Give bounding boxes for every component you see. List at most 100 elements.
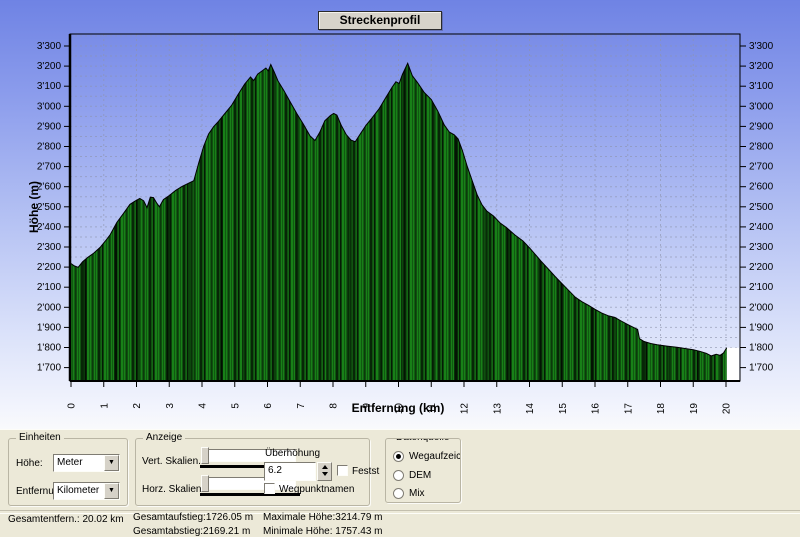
svg-text:3: 3 — [165, 403, 176, 409]
svg-text:2'800: 2'800 — [37, 142, 62, 153]
radio-dem-icon[interactable] — [393, 470, 404, 481]
svg-text:16: 16 — [591, 403, 602, 415]
svg-text:3'300: 3'300 — [749, 41, 774, 52]
horz-slider-rail — [200, 493, 300, 496]
radio-wegaufzeichnung-icon[interactable] — [393, 451, 404, 462]
feststellen-checkbox[interactable] — [337, 465, 348, 476]
svg-text:8: 8 — [329, 403, 340, 409]
entfernung-unit-value: Kilometer — [57, 485, 100, 496]
svg-text:17: 17 — [623, 403, 634, 415]
svg-text:3'100: 3'100 — [37, 81, 62, 92]
ueberhoehung-label: Überhöhung — [265, 448, 321, 459]
svg-text:7: 7 — [296, 403, 307, 409]
anzeige-groupbox: Anzeige Vert. Skalien. Horz. Skalien Übe… — [135, 432, 379, 506]
einheiten-title: Einheiten — [16, 432, 64, 444]
ueberhoehung-value[interactable]: 6.2 — [264, 462, 316, 481]
status-max-elevation: Maximale Höhe:3214.79 m — [263, 512, 383, 523]
svg-text:2'400: 2'400 — [749, 222, 774, 233]
svg-text:2'300: 2'300 — [749, 242, 774, 253]
svg-text:2'100: 2'100 — [37, 282, 62, 293]
svg-text:Höhe (m): Höhe (m) — [27, 181, 41, 233]
radio-mix-icon[interactable] — [393, 488, 404, 499]
svg-text:1'800: 1'800 — [37, 343, 62, 354]
svg-text:1'800: 1'800 — [749, 343, 774, 354]
svg-text:3'100: 3'100 — [749, 81, 774, 92]
status-total-descent: Gesamtabstieg:2169.21 m — [133, 526, 251, 537]
svg-text:0: 0 — [67, 403, 78, 409]
svg-text:4: 4 — [198, 403, 209, 409]
status-total-distance: Gesamtentfern.: 20.02 km — [8, 514, 124, 525]
svg-text:2'900: 2'900 — [749, 121, 774, 132]
hoehe-unit-dropdown-icon[interactable]: ▼ — [104, 455, 119, 471]
entfernung-label: Entfernung: — [16, 486, 68, 497]
svg-text:12: 12 — [460, 403, 471, 415]
horz-slider-thumb[interactable] — [201, 475, 209, 492]
svg-text:2: 2 — [132, 403, 143, 409]
elevation-profile-chart: 1'700 1'700 1'800 1'800 1'900 1'900 2'000 2'000… — [27, 33, 774, 415]
chart-region: 1'700 1'700 1'800 1'800 1'900 1'900 2'000 2'000… — [0, 0, 800, 429]
svg-text:18: 18 — [656, 403, 667, 415]
svg-text:2'500: 2'500 — [749, 202, 774, 213]
radio-mix-label: Mix — [409, 488, 425, 499]
svg-text:14: 14 — [525, 403, 536, 415]
svg-text:1'900: 1'900 — [749, 322, 774, 333]
feststellen-label: Festst — [352, 466, 380, 477]
svg-text:3'000: 3'000 — [37, 101, 62, 112]
wegpunktnamen-label: Wegpunktnamen — [279, 484, 355, 495]
svg-text:1: 1 — [99, 403, 110, 409]
svg-text:2'200: 2'200 — [749, 262, 774, 273]
svg-text:3'000: 3'000 — [749, 101, 774, 112]
horz-skalierung-label: Horz. Skalien — [142, 484, 202, 495]
datenquelle-groupbox: Datenquelle Wegaufzeichnu DEM Mix — [385, 438, 461, 503]
svg-text:2'000: 2'000 — [37, 302, 62, 313]
svg-text:Entfernung (km): Entfernung (km) — [352, 401, 445, 415]
svg-text:1'700: 1'700 — [37, 363, 62, 374]
entfernung-unit-dropdown-icon[interactable]: ▼ — [104, 483, 119, 499]
svg-text:5: 5 — [230, 403, 241, 409]
svg-text:2'600: 2'600 — [749, 182, 774, 193]
svg-text:3'200: 3'200 — [749, 61, 774, 72]
svg-text:20: 20 — [722, 403, 733, 415]
spin-up-icon[interactable] — [321, 465, 328, 469]
anzeige-title: Anzeige — [143, 432, 186, 444]
control-panel: Einheiten Höhe: Meter ▼ Entfernung: Kilo… — [0, 429, 800, 537]
radio-dem-label: DEM — [409, 470, 432, 481]
svg-text:1'900: 1'900 — [37, 322, 62, 333]
svg-text:2'700: 2'700 — [37, 162, 62, 173]
svg-text:6: 6 — [263, 403, 274, 409]
entfernung-unit-combobox[interactable]: Kilometer ▼ — [53, 482, 120, 500]
svg-text:10: 10 — [394, 403, 405, 415]
svg-text:19: 19 — [689, 403, 700, 415]
einheiten-groupbox: Einheiten Höhe: Meter ▼ Entfernung: Kilo… — [8, 432, 128, 506]
hoehe-unit-combobox[interactable]: Meter ▼ — [53, 454, 120, 472]
svg-text:2'100: 2'100 — [749, 282, 774, 293]
svg-text:2'500: 2'500 — [37, 202, 62, 213]
radio-wegaufzeichnung-label: Wegaufzeichnu — [409, 451, 461, 462]
vert-slider-thumb[interactable] — [201, 447, 209, 464]
datenquelle-title: Datenquelle — [393, 439, 453, 444]
svg-text:2'300: 2'300 — [37, 242, 62, 253]
svg-text:9: 9 — [361, 403, 372, 409]
vert-slider-channel[interactable] — [201, 447, 296, 464]
vert-slider-rail — [200, 465, 300, 468]
svg-text:2'800: 2'800 — [749, 142, 774, 153]
status-min-elevation: Minimale Höhe: 1757.43 m — [263, 526, 383, 537]
chart-title: Streckenprofil — [318, 11, 442, 30]
hoehe-label: Höhe: — [16, 458, 43, 469]
spin-down-icon[interactable] — [321, 472, 328, 476]
ueberhoehung-spin-buttons[interactable] — [317, 462, 332, 481]
svg-text:15: 15 — [558, 403, 569, 415]
svg-text:2'600: 2'600 — [37, 182, 62, 193]
svg-text:2'700: 2'700 — [749, 162, 774, 173]
vert-skalierung-slider[interactable] — [200, 447, 300, 468]
wegpunktnamen-checkbox[interactable] — [264, 483, 275, 494]
svg-text:11: 11 — [427, 403, 438, 414]
svg-text:3'200: 3'200 — [37, 61, 62, 72]
svg-text:2'400: 2'400 — [37, 222, 62, 233]
svg-text:2'200: 2'200 — [37, 262, 62, 273]
status-total-ascent: Gesamtaufstieg:1726.05 m — [133, 512, 254, 523]
vert-skalierung-label: Vert. Skalien. — [142, 456, 201, 467]
svg-text:2'900: 2'900 — [37, 121, 62, 132]
svg-text:1'700: 1'700 — [749, 363, 774, 374]
